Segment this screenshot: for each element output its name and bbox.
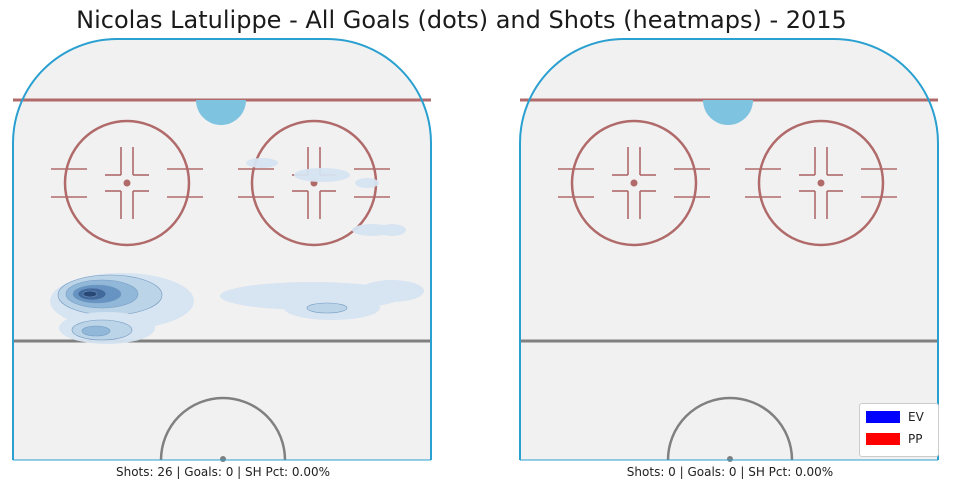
- rink-panel-left: [12, 38, 432, 462]
- caption-left: Shots: 26 | Goals: 0 | SH Pct: 0.00%: [115, 465, 331, 479]
- faceoff-dot-right: [817, 179, 825, 187]
- heat-contour-5: [82, 290, 98, 298]
- faceoff-circle-right: [757, 119, 885, 247]
- caption-right: Shots: 0 | Goals: 0 | SH Pct: 0.00%: [626, 465, 834, 479]
- legend: EV PP: [859, 403, 939, 457]
- goal-crease: [196, 100, 246, 125]
- heat-contour-8: [81, 325, 111, 337]
- center-circle: [159, 396, 287, 461]
- legend-swatch-pp: [866, 433, 900, 445]
- faceoff-dot-left: [123, 179, 131, 187]
- rink-boards: [12, 38, 432, 460]
- heat-contour-17: [378, 224, 406, 236]
- rink-ice: [13, 39, 431, 460]
- center-dot: [220, 456, 226, 462]
- faceoff-circle-left: [63, 119, 191, 247]
- heat-contour-14: [246, 158, 278, 168]
- legend-swatch-ev: [866, 411, 900, 423]
- heat-contour-11: [306, 302, 348, 314]
- rink-ice: [520, 39, 938, 460]
- legend-label-pp: PP: [908, 432, 923, 446]
- faceoff-circle-left: [570, 119, 698, 247]
- rink-boards: [519, 38, 939, 460]
- heat-contour-12: [360, 280, 424, 302]
- legend-item-ev: EV: [866, 410, 924, 424]
- rink-panel-right: [519, 38, 939, 462]
- goal-crease: [703, 100, 753, 125]
- chart-title: Nicolas Latulippe - All Goals (dots) and…: [76, 6, 847, 34]
- legend-item-pp: PP: [866, 432, 922, 446]
- faceoff-dot-left: [630, 179, 638, 187]
- heat-contour-15: [294, 168, 350, 182]
- shot-heatmap: [50, 158, 424, 344]
- center-dot: [727, 456, 733, 462]
- center-circle: [666, 396, 794, 461]
- legend-label-ev: EV: [908, 410, 924, 424]
- heat-contour-16: [355, 178, 379, 188]
